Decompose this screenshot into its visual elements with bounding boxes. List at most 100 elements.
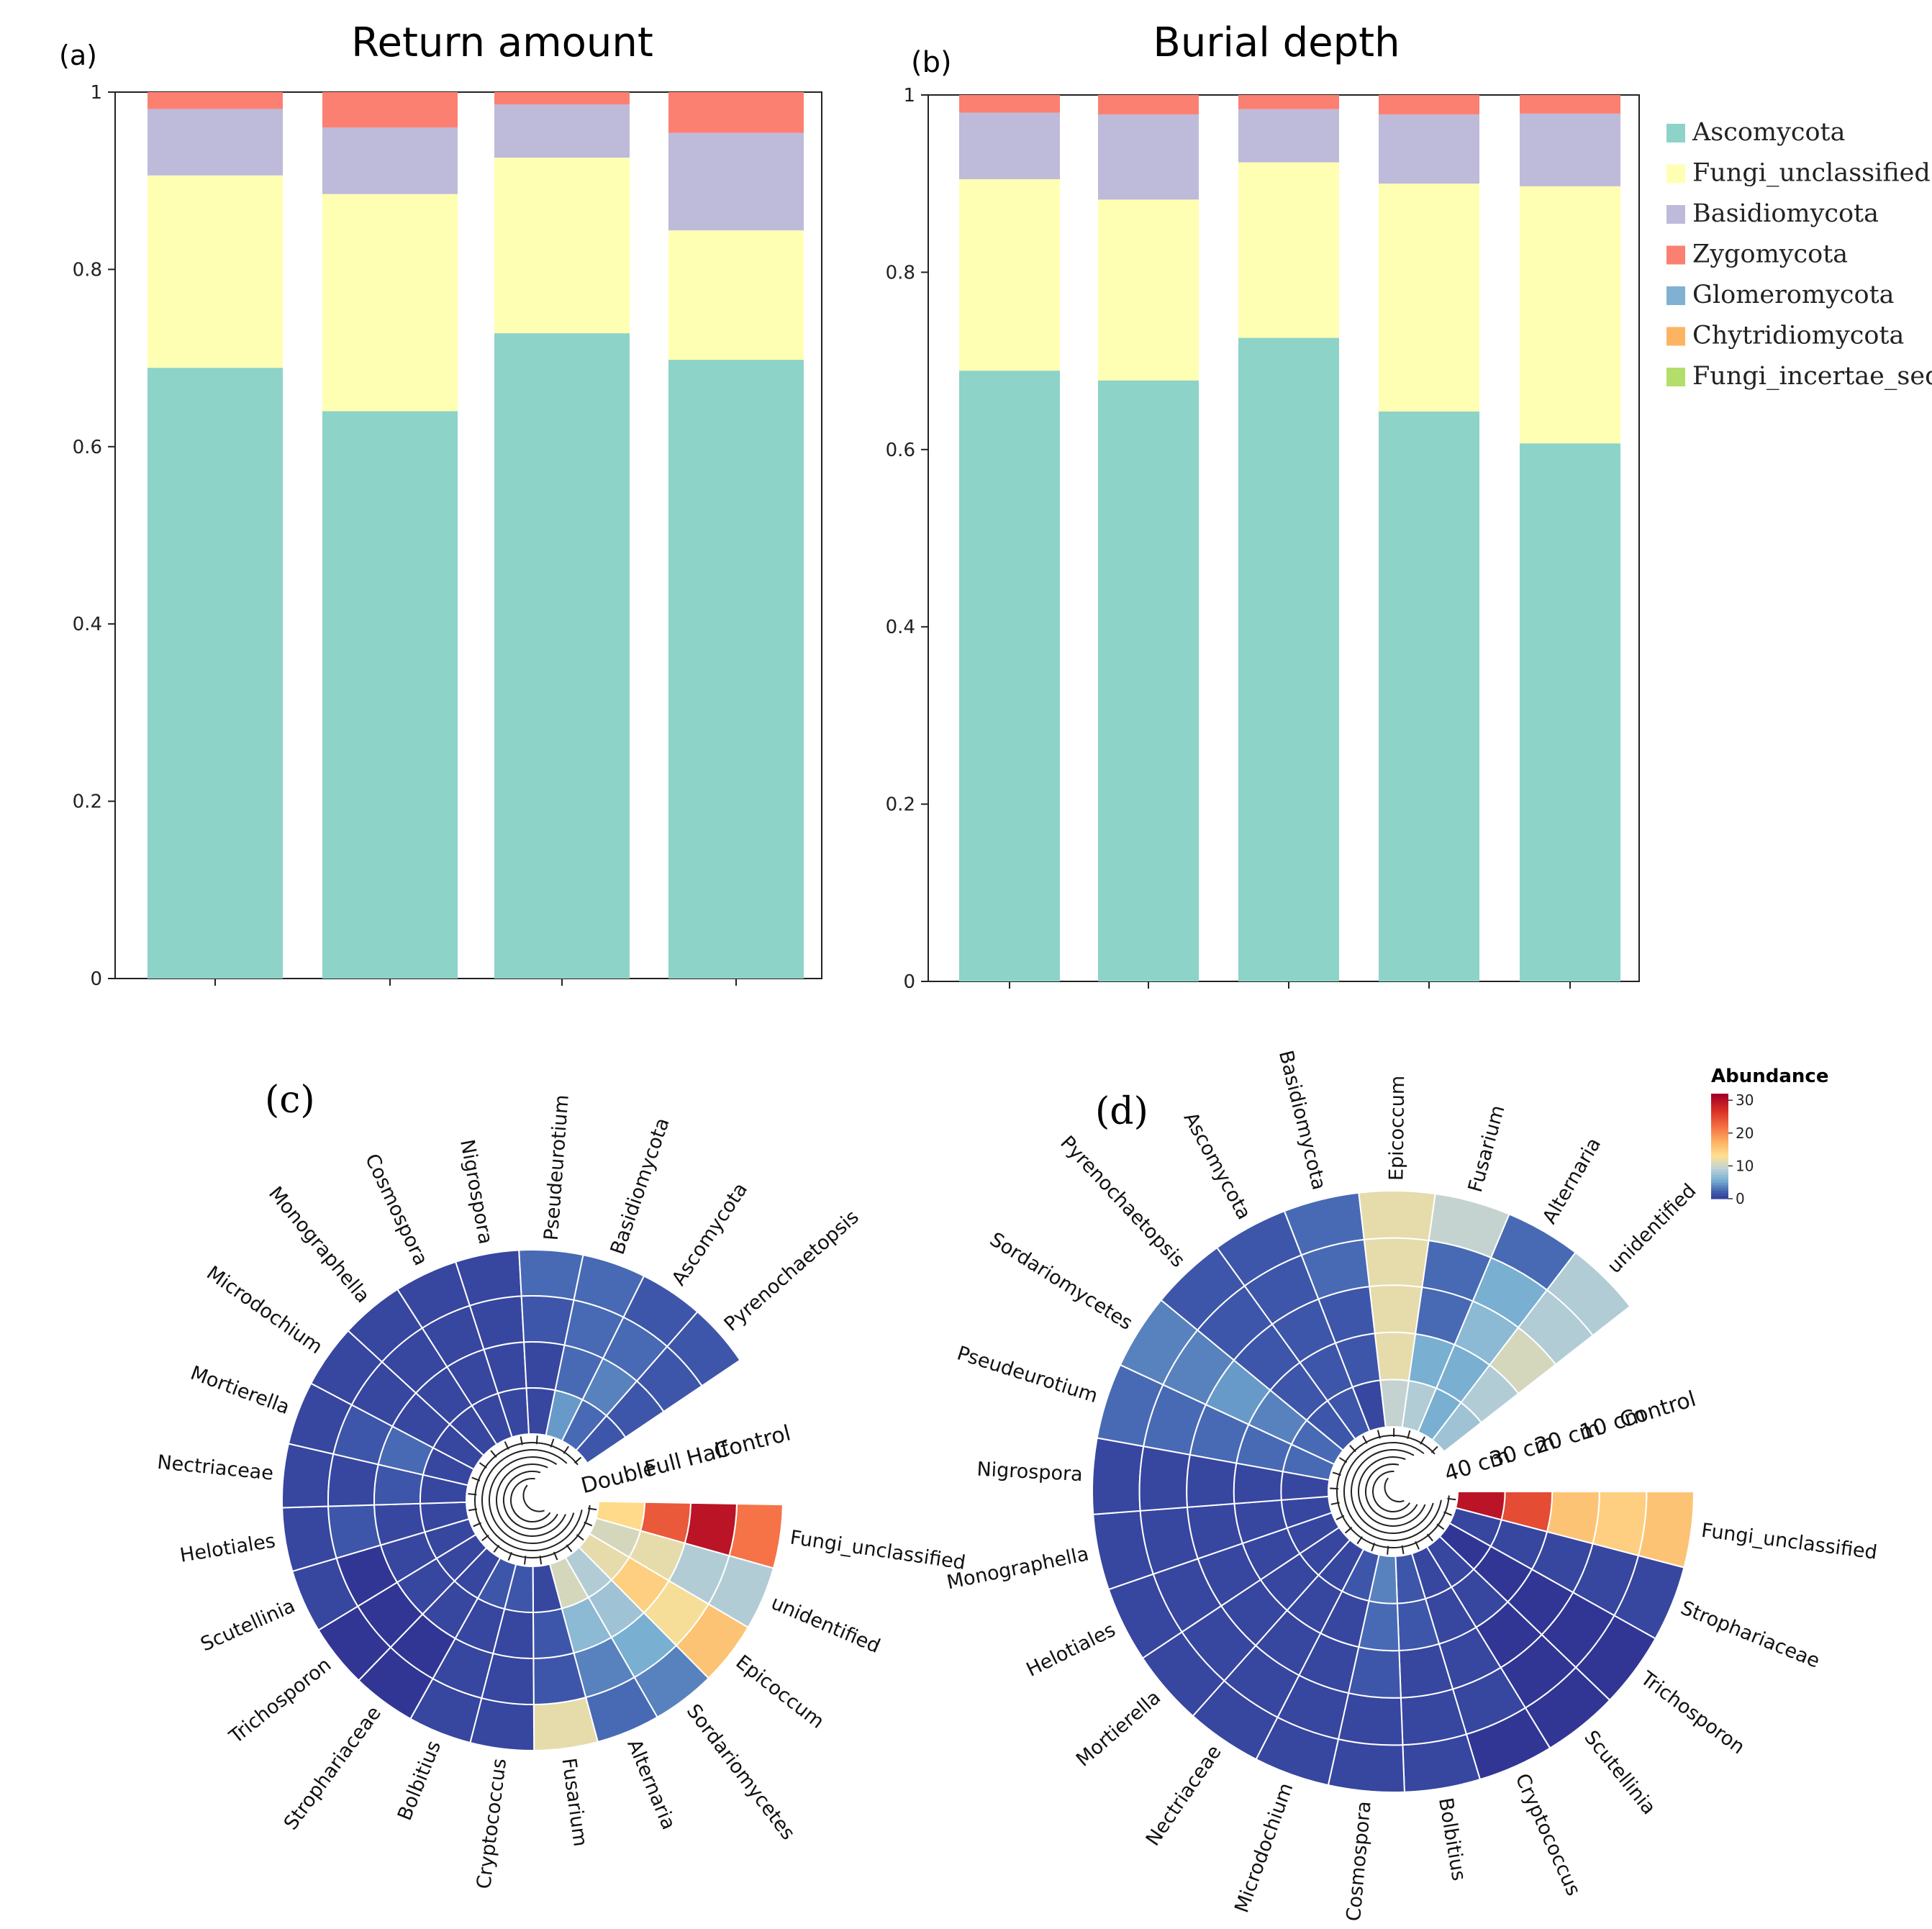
bar-segment-zygomycota-2 [322, 92, 458, 128]
taxon-label: Mortierella [188, 1362, 293, 1419]
bar-segment-ascomycota-5 [1520, 443, 1620, 981]
legend-label-glomeromycota: Glomeromycota [1692, 281, 1895, 309]
y-tick-label: 1 [90, 82, 102, 104]
bar-segment-basidiomycota-4 [1379, 114, 1479, 184]
dendrogram-leaf [588, 1507, 597, 1511]
taxon-label: Alternaria [1538, 1134, 1605, 1227]
y-tick-label: 0.2 [73, 791, 102, 813]
colorbar-step [1711, 1151, 1728, 1155]
dendrogram-leaf [1407, 1430, 1411, 1439]
bar-segment-fungi_unclassified-5 [1520, 186, 1620, 444]
bar-segment-fungi_unclassified-4 [1379, 183, 1479, 412]
dendrogram-leaf [468, 1508, 478, 1512]
taxon-label: Fusarium [557, 1756, 591, 1848]
heat-cell-epicoccum-10cm [1363, 1237, 1430, 1289]
colorbar-step [1711, 1112, 1728, 1115]
dendrogram-leaf [1387, 1546, 1389, 1555]
dendrogram-leaf [1430, 1445, 1438, 1453]
taxon-label: Epicoccum [732, 1651, 828, 1733]
panel-b-bar-chart: 0 0.2 0.4 0.6 0.8 1 [886, 85, 1640, 993]
y-tick-label: 1 [903, 85, 915, 106]
y-tick-label: 0.6 [886, 440, 915, 461]
colorbar-step [1711, 1143, 1728, 1147]
dendrogram-leaf [566, 1544, 573, 1553]
taxon-label: Bolbitius [394, 1738, 445, 1824]
ring-label: Double [579, 1456, 659, 1499]
heat-cell-epicoccum-20cm [1369, 1284, 1423, 1335]
bar-segment-basidiomycota-2 [322, 127, 458, 194]
dendrogram-leaf [504, 1441, 509, 1450]
legend-swatch-glomeromycota [1666, 286, 1685, 305]
taxon-label: Cosmospora [1343, 1800, 1376, 1923]
bar-segment-basidiomycota-2 [1098, 114, 1199, 200]
dendrogram-leaf [490, 1450, 497, 1458]
colorbar-step [1711, 1133, 1728, 1136]
dendrogram-root [522, 1484, 545, 1512]
bar-segment-fungi_unclassified-3 [1238, 162, 1339, 338]
dendrogram-arc [1365, 1463, 1418, 1520]
colorbar-step [1711, 1122, 1728, 1126]
colorbar-step [1711, 1104, 1728, 1107]
colorbar-step [1711, 1183, 1728, 1186]
legend-swatch-basidiomycota [1666, 205, 1685, 224]
dendrogram-leaf [1420, 1436, 1425, 1445]
dendrogram-leaf [1349, 1445, 1356, 1453]
taxon-label: Alternaria [622, 1736, 679, 1833]
dendrogram-leaf [1401, 1545, 1405, 1554]
panel-c-label: (c) [265, 1079, 315, 1122]
taxon-label: Sordariomycetes [682, 1700, 799, 1844]
dendrogram-leaf [1335, 1515, 1345, 1520]
dendrogram-leaf [520, 1436, 523, 1445]
dendrogram-arc [496, 1463, 566, 1537]
dendrogram-leaf [573, 1456, 582, 1464]
colorbar-step [1711, 1191, 1728, 1194]
taxon-label: unidentified [768, 1592, 884, 1658]
bar-segment-zygomycota-4 [1379, 95, 1479, 115]
heat-cell-nectriaceae-control [281, 1443, 335, 1509]
bar-segment-zygomycota-1 [959, 95, 1060, 113]
legend-swatch-fungi_unclassified [1666, 164, 1685, 183]
y-tick-label: 0 [903, 971, 915, 993]
bar-segment-fungi_unclassified-2 [1098, 199, 1199, 381]
y-tick-label: 0.8 [886, 262, 915, 283]
heat-cell-fusarium-control [532, 1696, 599, 1751]
dendrogram-leaf [1426, 1533, 1433, 1542]
colorbar-tick-label: 0 [1736, 1190, 1745, 1207]
dendrogram-leaf [1330, 1502, 1340, 1505]
colorbar-step [1711, 1193, 1728, 1197]
dendrogram-leaf [535, 1435, 538, 1445]
colorbar-step [1711, 1140, 1728, 1144]
colorbar-step [1711, 1175, 1728, 1179]
bar-segment-fungi_unclassified-1 [959, 179, 1060, 371]
colorbar-step [1711, 1148, 1728, 1152]
dendrogram-leaf [1332, 1471, 1341, 1476]
ring-label: 40 cm [1441, 1443, 1513, 1487]
taxon-label: Microdochium [202, 1262, 326, 1358]
heat-cell-unidentified-40cm [1431, 1401, 1483, 1453]
dendrogram-leaf [1377, 1430, 1381, 1439]
colorbar-tick-label: 20 [1736, 1125, 1754, 1142]
colorbar-step [1711, 1096, 1728, 1099]
taxon-label: Fusarium [1464, 1103, 1510, 1195]
dendrogram-arc [1343, 1442, 1442, 1541]
dendrogram-arc [481, 1449, 583, 1551]
taxon-label: Pseudeurotium [954, 1342, 1100, 1407]
dendrogram-leaf [553, 1551, 558, 1561]
taxon-label: Fungi_unclassified [789, 1526, 967, 1574]
taxon-label: Strophariaceae [280, 1702, 386, 1834]
panel-a-bar-chart: 0 0.2 0.4 0.6 0.8 1 [73, 82, 822, 990]
dendrogram-arc [489, 1456, 575, 1544]
taxon-label: Pyrenochaetopsis [1056, 1132, 1189, 1272]
dendrogram-leaf [1443, 1511, 1452, 1516]
colorbar-tick-label: 10 [1736, 1157, 1754, 1174]
taxon-label: Helotiales [1023, 1619, 1120, 1681]
colorbar-step [1711, 1153, 1728, 1158]
bar-segment-fungi_unclassified-1 [148, 175, 283, 368]
y-tick-label: 0 [90, 968, 102, 990]
bar-segment-zygomycota-5 [1520, 95, 1620, 114]
heat-cell-nigrospora-10cm [1138, 1445, 1191, 1512]
heat-cell-pseudeurotium-control [518, 1249, 584, 1302]
panel-d-circular-heatmap: Fungi_unclassified StrophariaceaeTrichosp… [945, 1048, 1878, 1923]
colorbar-step [1711, 1188, 1728, 1192]
bar-segment-zygomycota-3 [1238, 95, 1339, 109]
